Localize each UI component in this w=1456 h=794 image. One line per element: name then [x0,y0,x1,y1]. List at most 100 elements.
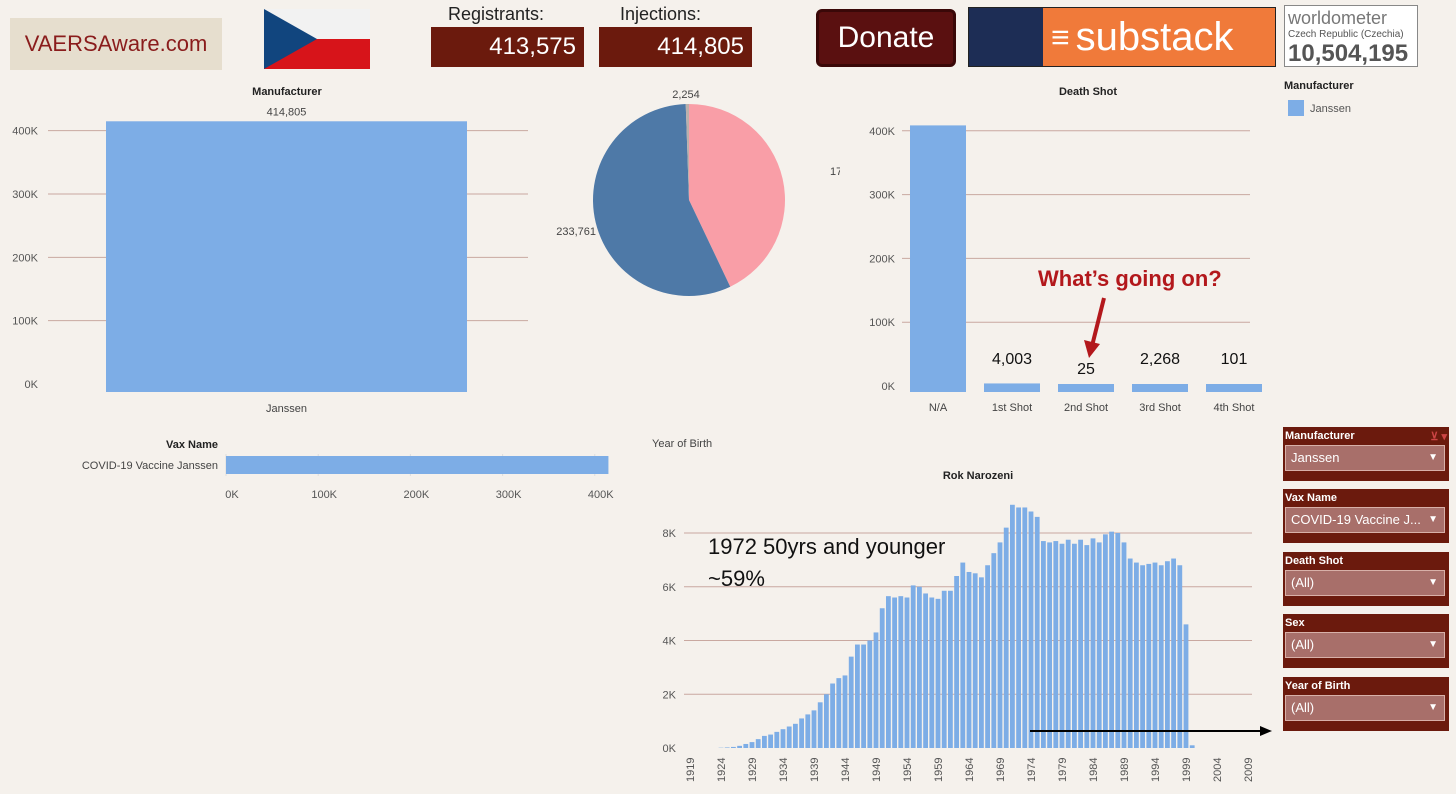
y-tick-label: 400K [869,126,895,138]
x-tick-label: 1924 [716,758,728,782]
filter-select[interactable]: (All) ▼ [1285,632,1445,658]
histogram-bar [1003,527,1009,748]
worldometer-brand: worldometer [1288,8,1388,28]
manufacturer-bar-chart[interactable]: Manufacturer 0K 100K 200K 300K 400K 414,805 Jan… [0,78,540,418]
x-tick-label: 300K [496,489,522,501]
x-tick-label: 2004 [1212,758,1224,782]
histogram-bar [762,735,767,748]
x-tick-label: 1939 [809,758,821,782]
histogram-bar [1047,542,1052,748]
filter-select[interactable]: Janssen ▼ [1285,445,1445,471]
worldometer-widget[interactable]: worldometer Czech Republic (Czechia) 10,… [1284,5,1418,67]
whats-going-on-annotation: What’s going on? [1038,266,1222,291]
histogram-bar [1121,542,1127,748]
histogram-bar [1152,562,1158,748]
histogram-bar [1140,565,1145,748]
histogram-bar [923,593,928,748]
histogram-bar [1034,516,1040,748]
pie-slice [593,104,731,297]
x-tick-label: 2nd Shot [1064,402,1108,414]
histogram-bar [873,632,879,748]
dropdown-arrow-icon: ▼ [1428,514,1438,525]
filter-manufacturer: Manufacturer ⊻ ▾ Janssen ▼ [1283,427,1449,481]
y-tick-label: 0K [25,379,39,391]
histogram-bar [824,694,829,748]
histogram-bar [749,742,755,748]
x-tick-label: 1944 [840,758,852,782]
x-tick-label: 1989 [1119,758,1131,782]
histogram-bar [731,746,736,748]
x-tick-label: N/A [929,402,948,414]
filter-title: Sex [1285,617,1305,629]
vax-name-bar-chart[interactable]: Vax Name COVID-19 Vaccine Janssen 0K 100K 20… [60,430,630,510]
year-of-birth-bar-chart[interactable]: Year of Birth Rok Narozeni 0K 2K 4K 6K 8K 1919 1… [640,430,1280,794]
filter-value: COVID-19 Vaccine J... [1291,512,1421,527]
histogram-bar [935,598,941,748]
filter-value: (All) [1291,575,1315,590]
histogram-bar [1134,562,1139,748]
histogram-bar [1028,511,1034,748]
filter-select[interactable]: (All) ▼ [1285,695,1445,721]
x-tick-label: 1949 [871,758,883,782]
histogram-bar [917,586,922,748]
histogram-bar [985,565,990,748]
legend-title: Manufacturer [1284,80,1354,92]
chart-title: Death Shot [1059,86,1117,98]
dropdown-arrow-icon: ▼ [1428,702,1438,713]
x-tick-label: 1919 [685,758,697,782]
pie-value-label: 2,254 [672,89,700,101]
histogram-bar [793,723,798,748]
registrants-value: 413,575 [431,27,584,67]
black-arrow-icon [1030,726,1272,736]
filter-select[interactable]: (All) ▼ [1285,570,1445,596]
y-tick-label: 0K [663,743,677,755]
histogram-bar [929,597,935,748]
substack-button[interactable]: ≡ substack [968,7,1276,67]
chart-title: Manufacturer [252,86,322,98]
histogram-bar [1090,538,1096,748]
data-label: 4,003 [992,351,1032,368]
histogram-bar [991,553,997,748]
dropdown-arrow-icon: ▼ [1428,452,1438,463]
y-tick-label: 400K [12,126,38,138]
czech-flag-icon [264,9,370,69]
histogram-bar [1078,539,1083,748]
manufacturer-pie-chart[interactable]: 177,560 233,761 2,254 [540,78,840,308]
y-tick-label: 4K [663,636,677,648]
bar [1206,384,1262,392]
filter-vax-name: Vax Name COVID-19 Vaccine J... ▼ [1283,489,1449,543]
x-tick-label: 200K [404,489,430,501]
histogram-bar [954,576,959,748]
legend-item-janssen[interactable]: Janssen [1310,103,1351,115]
clear-filter-icon[interactable]: ⊻ ▾ [1430,431,1447,443]
pie-value-label: 177,560 [830,166,840,178]
pie-slice [685,104,689,200]
younger-annotation-line1: 1972 50yrs and younger [708,534,946,559]
histogram-bar [836,678,842,748]
filter-select[interactable]: COVID-19 Vaccine J... ▼ [1285,507,1445,533]
histogram-bar [997,542,1003,748]
x-tick-label: 3rd Shot [1139,402,1181,414]
histogram-bar [1183,624,1189,748]
histogram-bar [1127,558,1133,748]
histogram-bar [892,597,897,748]
bar-janssen [106,121,467,392]
histogram-bar [1158,565,1164,748]
bar [910,125,966,393]
x-tick-label: 1984 [1088,758,1100,782]
pie-slice [689,104,785,287]
red-arrow-icon [1084,297,1106,358]
histogram-bar [805,714,811,748]
y-tick-label: 6K [663,582,677,594]
y-tick-label: 8K [663,528,677,540]
filter-title: Vax Name [1285,492,1337,504]
site-logo[interactable]: VAERSAware.com [10,18,222,70]
histogram-bar [1072,543,1077,748]
substack-label: substack [1075,14,1234,59]
histogram-bar [1022,507,1028,748]
filter-year-of-birth: Year of Birth (All) ▼ [1283,677,1449,731]
death-shot-bar-chart[interactable]: Death Shot 0K 100K 200K 300K 400K N/A 4,003 1st … [850,78,1270,418]
histogram-bar [768,734,773,748]
substack-icon: ≡ [1051,18,1070,55]
donate-button[interactable]: Donate [816,9,956,67]
